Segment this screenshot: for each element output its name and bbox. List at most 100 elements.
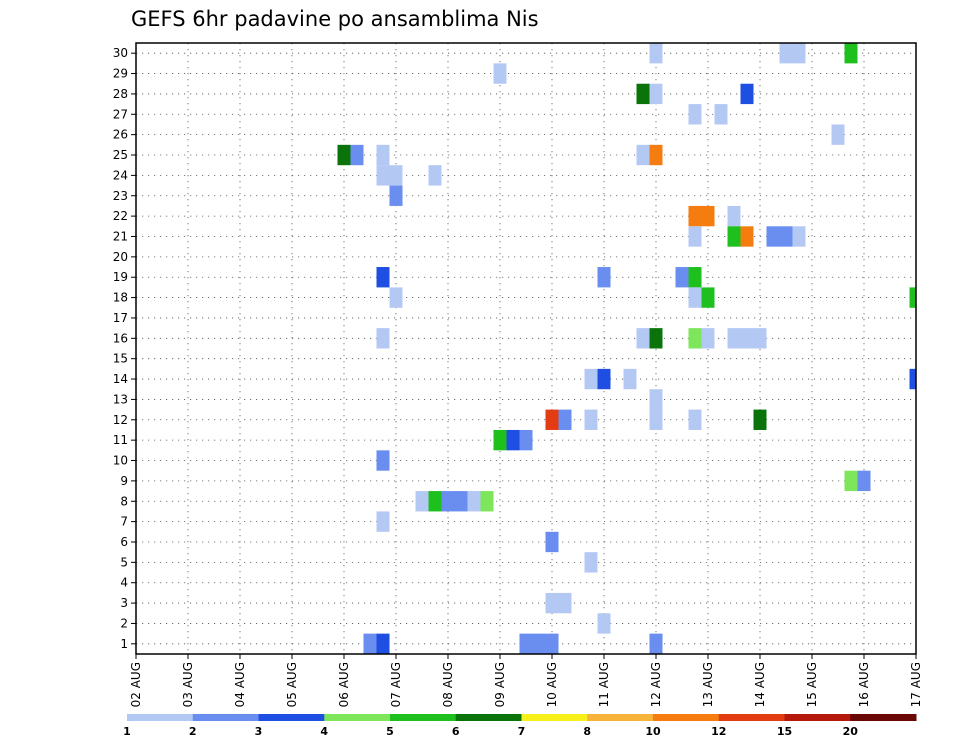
- heatmap-cell: [558, 592, 572, 614]
- x-tick-label: 06 AUG: [337, 662, 351, 707]
- legend-label: 4: [320, 725, 328, 738]
- legend-label: 3: [255, 725, 263, 738]
- legend-swatch: [653, 714, 720, 721]
- legend-label: 12: [711, 725, 726, 738]
- y-tick-label: 29: [113, 67, 128, 81]
- legend-swatch: [258, 714, 325, 721]
- heatmap-cell: [597, 368, 611, 390]
- heatmap-cell: [688, 267, 702, 288]
- y-tick-label: 12: [113, 413, 128, 427]
- y-tick-label: 18: [113, 291, 128, 305]
- heatmap-cell: [649, 328, 663, 349]
- heatmap-cells: [337, 43, 916, 654]
- x-tick-label: 15 AUG: [805, 662, 819, 707]
- heatmap-cell: [792, 226, 806, 247]
- heatmap-cell: [545, 633, 559, 654]
- heatmap-cell: [857, 470, 871, 492]
- heatmap-cell: [337, 144, 351, 166]
- heatmap-cell: [766, 226, 780, 247]
- heatmap-cell: [753, 409, 767, 430]
- legend-swatch: [127, 714, 194, 721]
- heatmap-cell: [649, 144, 663, 166]
- heatmap-cell: [532, 633, 546, 654]
- heatmap-cell: [623, 368, 637, 390]
- heatmap-cell: [688, 328, 702, 349]
- y-tick-label: 24: [113, 168, 128, 182]
- heatmap-cell: [506, 429, 520, 451]
- heatmap-cell: [844, 43, 858, 64]
- x-tick-label: 16 AUG: [857, 662, 871, 707]
- legend-swatch: [784, 714, 851, 721]
- x-tick-label: 11 AUG: [597, 662, 611, 707]
- chart-title: GEFS 6hr padavine po ansamblima Nis: [131, 7, 539, 31]
- y-tick-label: 14: [113, 372, 128, 386]
- heatmap-cell: [454, 491, 468, 512]
- heatmap-cell: [376, 165, 390, 186]
- heatmap-cell: [831, 124, 845, 145]
- legend-label: 20: [843, 725, 859, 738]
- heatmap-cell: [545, 409, 559, 430]
- heatmap-cell: [649, 83, 663, 105]
- heatmap-cell: [441, 491, 455, 512]
- heatmap-cell: [584, 552, 598, 573]
- heatmap-cell: [597, 613, 611, 634]
- y-tick-label: 13: [113, 392, 128, 406]
- x-tick-label: 14 AUG: [753, 662, 767, 707]
- y-tick-label: 17: [113, 311, 128, 325]
- grid-lines: [135, 43, 917, 654]
- y-tick-label: 7: [120, 515, 128, 529]
- legend-swatch: [192, 714, 259, 721]
- heatmap-cell: [649, 409, 663, 430]
- heatmap-cell: [376, 450, 390, 471]
- x-tick-label: 10 AUG: [545, 662, 559, 707]
- legend-label: 1: [123, 725, 131, 738]
- y-tick-label: 23: [113, 189, 128, 203]
- legend-swatch: [455, 714, 522, 721]
- x-axis-tick-labels: 02 AUG 03 AUG 04 AUG 05 AUG 06 AUG 07 AUG 08 A…: [129, 654, 923, 707]
- heatmap-cell: [727, 226, 741, 247]
- heatmap-cell: [558, 409, 572, 430]
- y-tick-label: 3: [120, 596, 128, 610]
- legend-swatch: [850, 714, 917, 721]
- heatmap-cell: [428, 165, 442, 186]
- heatmap-cell: [740, 226, 754, 247]
- heatmap-cell: [376, 511, 390, 532]
- heatmap-cell: [636, 83, 650, 105]
- heatmap-cell: [376, 328, 390, 349]
- heatmap-cell: [493, 429, 507, 451]
- heatmap-cell: [753, 328, 767, 349]
- legend-swatch: [587, 714, 654, 721]
- heatmap-cell: [714, 104, 728, 125]
- y-tick-label: 4: [120, 576, 128, 590]
- heatmap-cell: [389, 165, 403, 186]
- heatmap-cell: [649, 633, 663, 654]
- x-tick-label: 02 AUG: [129, 662, 143, 707]
- heatmap-cell: [688, 287, 702, 308]
- legend-label: 2: [189, 725, 197, 738]
- legend-label: 10: [645, 725, 661, 738]
- y-tick-label: 26: [113, 128, 128, 142]
- heatmap-cell: [376, 267, 390, 288]
- heatmap-cell: [649, 389, 663, 410]
- y-tick-label: 21: [113, 229, 128, 243]
- heatmap-cell: [727, 328, 741, 349]
- legend-label: 6: [452, 725, 460, 738]
- x-tick-label: 09 AUG: [493, 662, 507, 707]
- heatmap-cell: [389, 287, 403, 308]
- y-tick-label: 30: [113, 46, 128, 60]
- color-legend: 1 2 3 4 5 6 7 8 10 12 15 20: [123, 714, 917, 738]
- x-tick-label: 17 AUG: [909, 662, 923, 707]
- y-tick-label: 15: [113, 352, 128, 366]
- heatmap-cell: [519, 633, 533, 654]
- x-tick-label: 08 AUG: [441, 662, 455, 707]
- y-tick-label: 8: [120, 494, 128, 508]
- y-tick-label: 5: [120, 555, 128, 569]
- heatmap-cell: [727, 205, 741, 227]
- heatmap-cell: [844, 470, 858, 492]
- heatmap-cell: [792, 43, 806, 64]
- legend-label: 8: [583, 725, 591, 738]
- heatmap-cell: [909, 287, 916, 308]
- legend-swatch: [521, 714, 588, 721]
- heatmap-cell: [545, 592, 559, 614]
- legend-swatch: [718, 714, 785, 721]
